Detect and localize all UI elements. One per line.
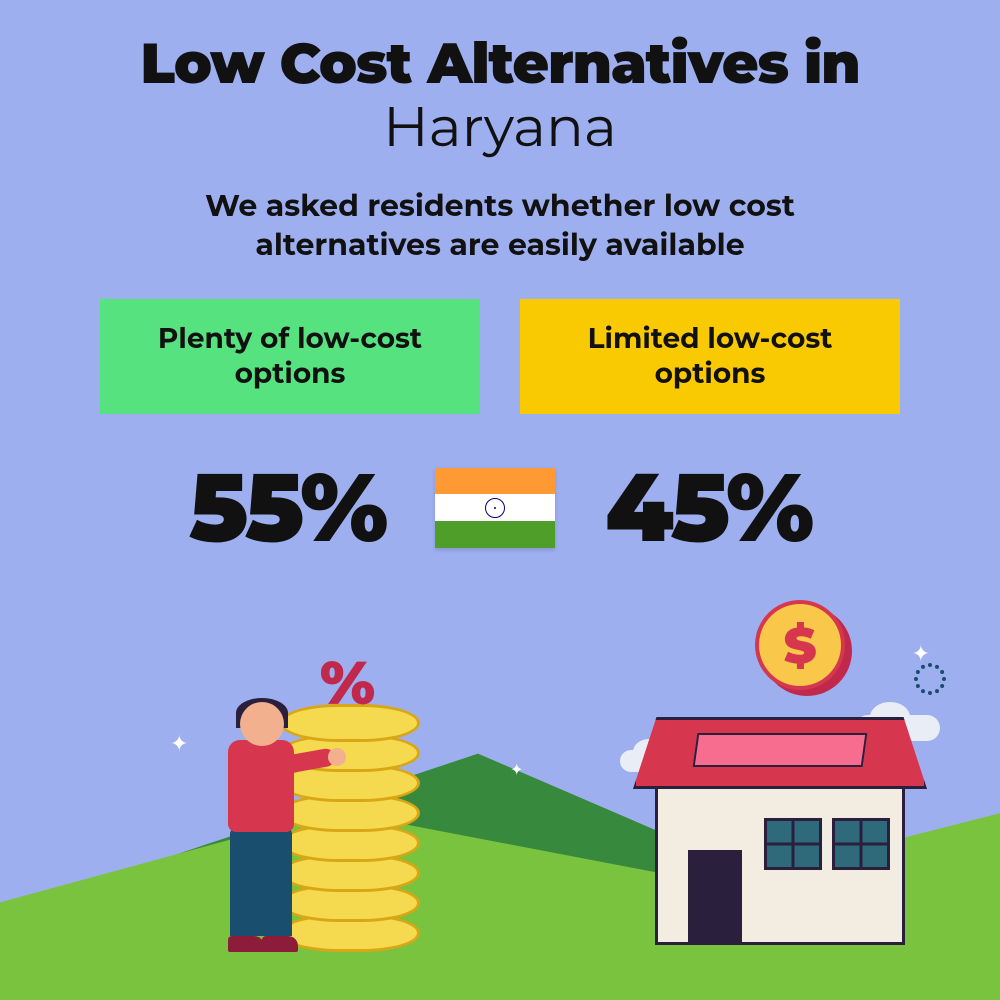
house-door xyxy=(688,850,742,942)
sparkle-icon: ✦ xyxy=(510,760,523,780)
flag-green-stripe xyxy=(435,521,555,548)
pct-right: 45% xyxy=(605,449,811,566)
flag-white-stripe xyxy=(435,494,555,521)
person-shoe xyxy=(228,936,264,952)
header: Low Cost Alternatives in Haryana We aske… xyxy=(0,0,1000,264)
percent-icon: % xyxy=(320,647,375,720)
card-plenty-label: Plenty of low-cost options xyxy=(130,322,450,392)
house-body xyxy=(655,785,905,945)
card-limited-label: Limited low-cost options xyxy=(550,322,870,392)
person-head xyxy=(240,702,284,746)
dollar-symbol: $ xyxy=(784,615,817,676)
dollar-coin-icon: $ xyxy=(755,600,845,690)
person-coin-group: % xyxy=(280,702,420,952)
person-shoe xyxy=(262,936,298,952)
stats-row: 55% 45% xyxy=(0,449,1000,566)
person-body xyxy=(228,740,294,832)
illustration-scene: ✦ ✦ ✦ ✦ $ % xyxy=(0,620,1000,1000)
burst-icon xyxy=(911,660,945,694)
ashoka-chakra-icon xyxy=(485,498,505,518)
sparkle-icon: ✦ xyxy=(170,730,188,757)
pct-left: 55% xyxy=(189,449,385,566)
person-icon xyxy=(210,702,305,952)
option-cards: Plenty of low-cost options Limited low-c… xyxy=(0,299,1000,414)
card-plenty: Plenty of low-cost options xyxy=(100,299,480,414)
india-flag-icon xyxy=(435,468,555,548)
title-line2: Haryana xyxy=(0,93,1000,161)
house-window xyxy=(764,818,822,870)
flag-saffron-stripe xyxy=(435,468,555,495)
house-window xyxy=(832,818,890,870)
title-line1: Low Cost Alternatives in xyxy=(0,30,1000,98)
person-legs xyxy=(230,828,292,936)
person-hand xyxy=(328,748,346,766)
subtitle: We asked residents whether low cost alte… xyxy=(135,186,865,264)
house-roof-slot xyxy=(693,733,868,767)
card-limited: Limited low-cost options xyxy=(520,299,900,414)
house-icon xyxy=(655,785,905,945)
